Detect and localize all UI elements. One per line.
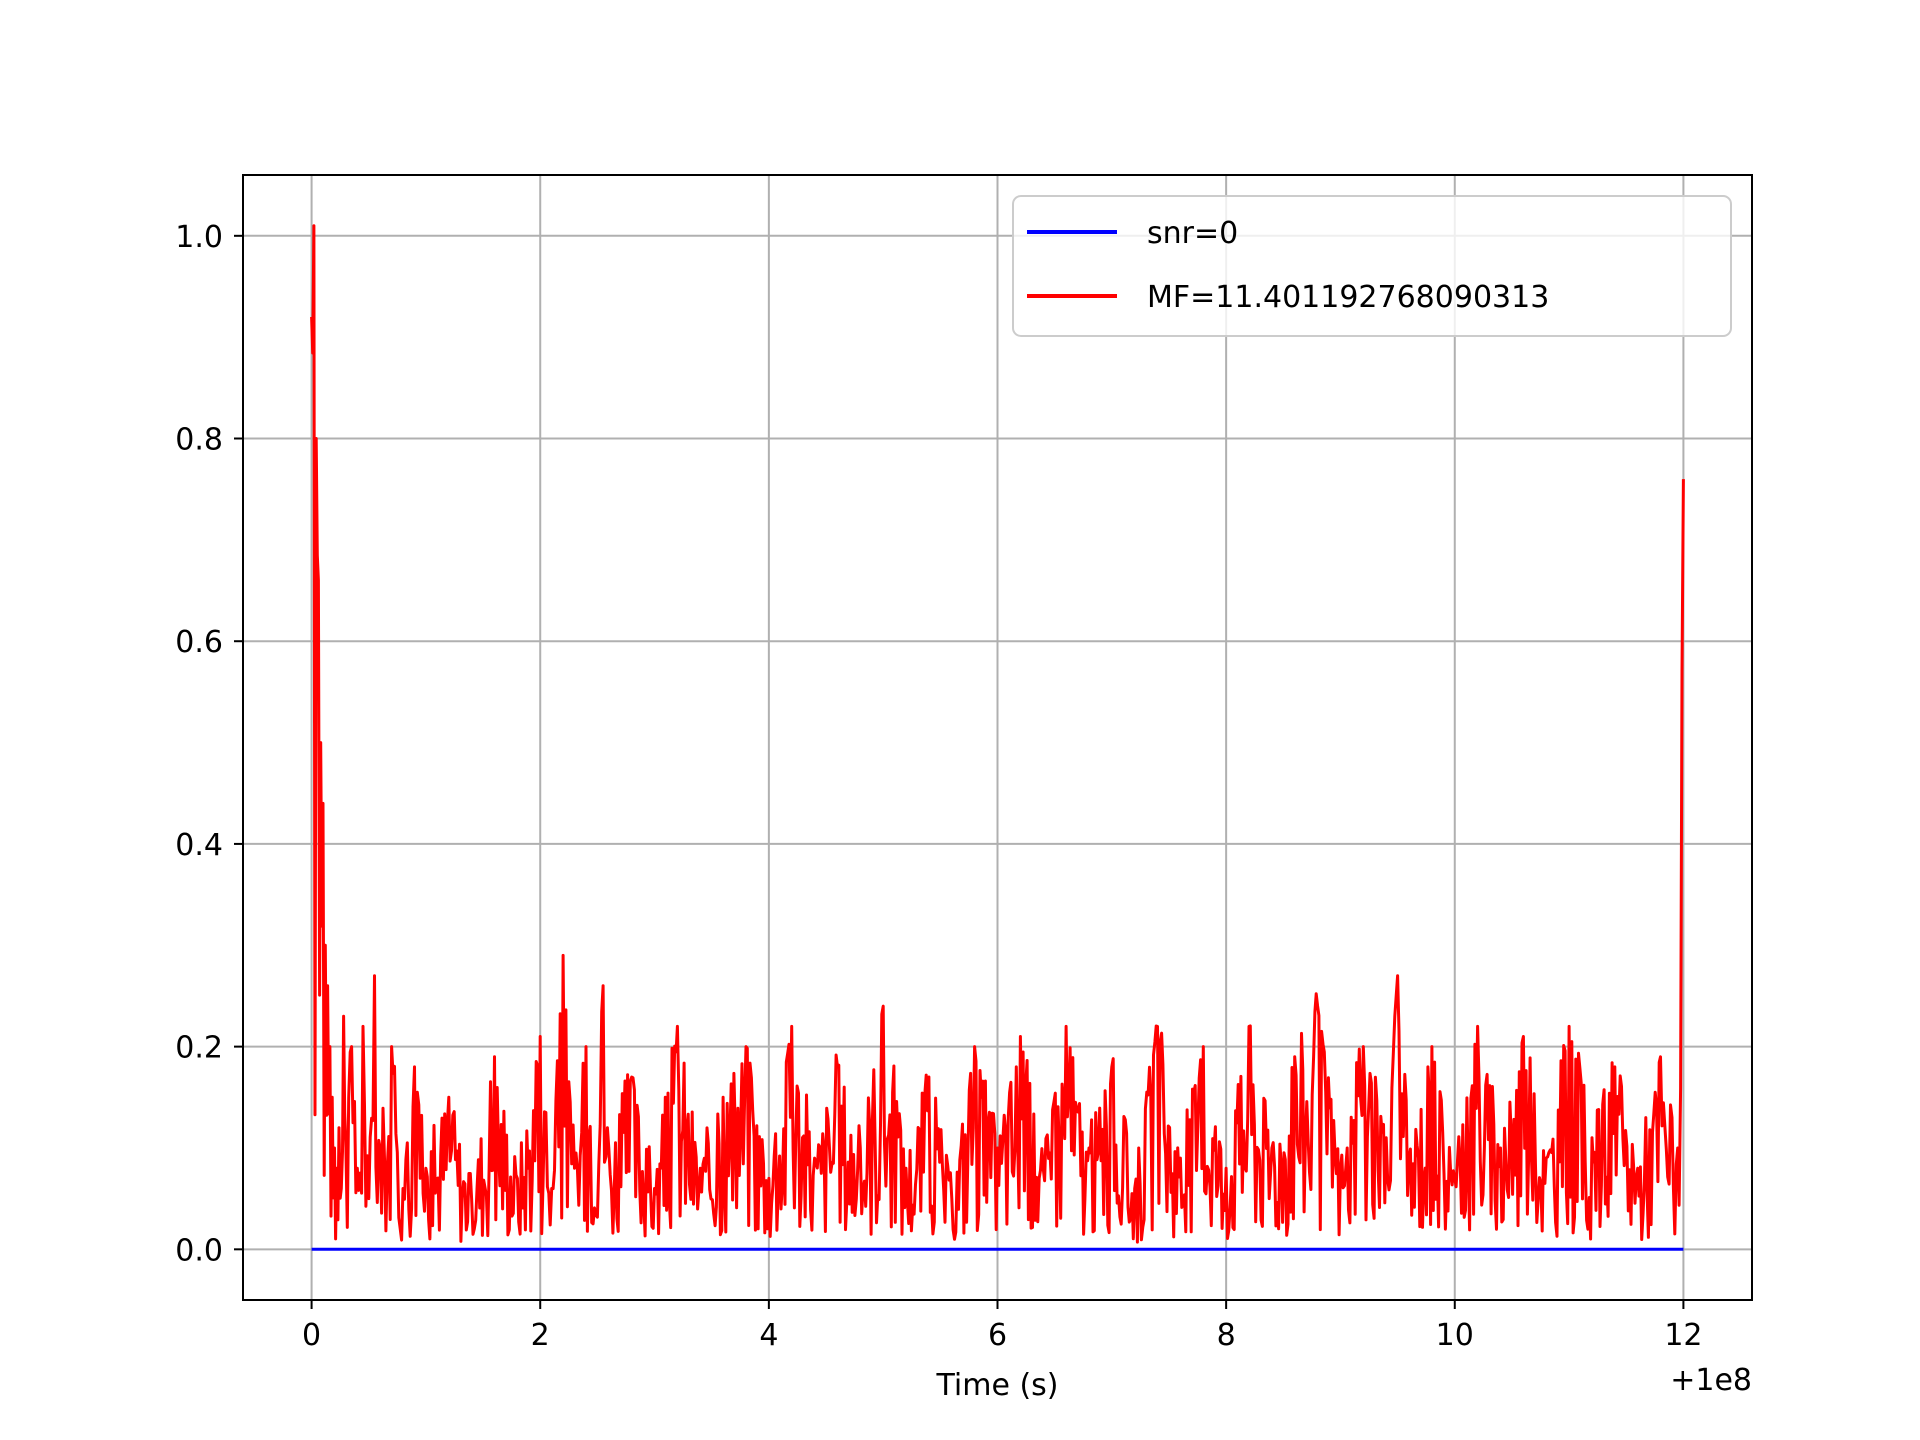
x-tick-label: 12 — [1664, 1318, 1702, 1353]
x-axis: 0 2 4 6 8 10 12 — [302, 1300, 1703, 1353]
series-layer — [310, 224, 1685, 1251]
x-axis-offset-label: +1e8 — [1670, 1363, 1752, 1398]
series-line — [310, 224, 1685, 1244]
y-tick-label: 0.4 — [175, 828, 223, 863]
legend-box — [1012, 195, 1732, 337]
legend-label: MF=11.401192768090313 — [1147, 280, 1549, 315]
y-tick-label: 0.6 — [175, 625, 223, 660]
y-tick-label: 0.2 — [175, 1031, 223, 1066]
y-tick-label: 0.0 — [175, 1233, 223, 1268]
x-tick-label: 8 — [1217, 1318, 1236, 1353]
x-tick-label: 6 — [988, 1318, 1007, 1353]
legend: snr=0 MF=11.401192768090313 — [1012, 195, 1732, 337]
legend-label: snr=0 — [1147, 216, 1238, 251]
y-tick-label: 0.8 — [175, 423, 223, 458]
x-tick-label: 4 — [759, 1318, 778, 1353]
x-axis-label: Time (s) — [936, 1368, 1059, 1403]
y-axis: 0.0 0.2 0.4 0.6 0.8 1.0 — [175, 220, 243, 1268]
x-tick-label: 0 — [302, 1318, 321, 1353]
y-tick-label: 1.0 — [175, 220, 223, 255]
x-tick-label: 2 — [531, 1318, 550, 1353]
x-tick-label: 10 — [1436, 1318, 1474, 1353]
